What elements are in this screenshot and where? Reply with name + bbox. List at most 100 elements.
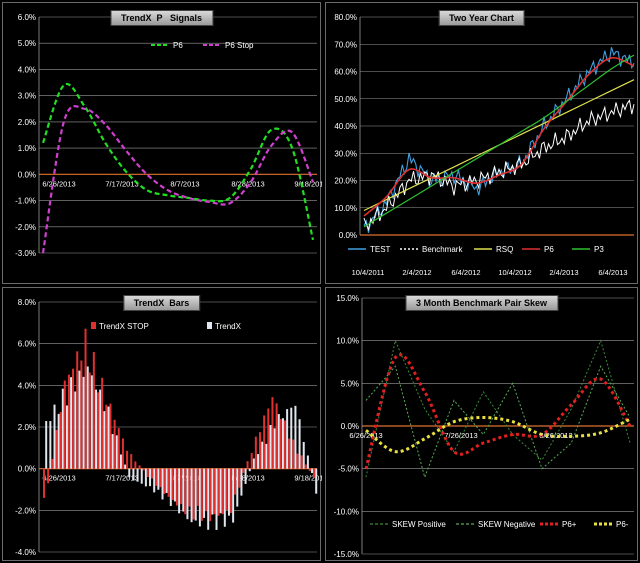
series-line-p6-plus	[364, 353, 632, 470]
chart-title: 3 Month Benchmark Pair Skew	[404, 295, 559, 311]
legend-label: RSQ	[496, 245, 513, 254]
bar-trendx-stop	[267, 408, 270, 469]
y-tick-label: 2.0%	[18, 118, 36, 127]
bar-trendx	[78, 370, 81, 469]
legend-label: P6+	[562, 520, 577, 529]
bar-trendx	[281, 418, 284, 469]
y-tick-label: 2.0%	[18, 423, 36, 432]
bar-trendx-stop	[217, 468, 220, 516]
bar-trendx-stop	[101, 377, 104, 469]
bar-trendx	[211, 468, 214, 515]
y-tick-label: -3.0%	[15, 249, 36, 258]
bar-trendx	[244, 468, 247, 484]
y-tick-label: 80.0%	[334, 13, 357, 22]
bar-trendx-stop	[250, 452, 253, 469]
series-line-benchmark	[363, 99, 635, 232]
series-line-p6	[363, 56, 635, 217]
legend-label: TrendX	[215, 322, 242, 331]
bar-trendx	[169, 468, 172, 507]
y-tick-label: 70.0%	[334, 40, 357, 49]
legend-label: Benchmark	[422, 245, 463, 254]
panel-trendx-p-signals: 6.0% 5.0% 4.0% 3.0% 2.0% 1.0% 0.0% -1.0% -2.0% -3…	[2, 2, 322, 284]
bar-trendx	[186, 468, 189, 520]
bar-trendx	[294, 405, 297, 469]
bar-trendx	[119, 454, 122, 469]
bar-trendx	[190, 468, 193, 523]
chart-two-year: 80.0% 70.0% 60.0% 50.0% 40.0% 30.0% 20.0% 10.0%…	[334, 13, 635, 277]
x-tick-label: 9/18/2013	[294, 179, 322, 188]
bar-trendx-stop	[200, 468, 203, 521]
chart-trendx-bars: 8.0% 6.0% 4.0% 2.0% 0.0% -2.0% -4.0% 6/26/2013 7…	[15, 298, 322, 557]
chart-trendx-p-signals: 6.0% 5.0% 4.0% 3.0% 2.0% 1.0% 0.0% -1.0% -2.0% -3…	[15, 13, 322, 258]
bar-trendx-stop	[242, 468, 245, 473]
x-tick-label: 8/28/2013	[231, 179, 264, 188]
bar-trendx-stop	[234, 468, 237, 495]
bar-trendx	[161, 468, 164, 500]
bar-trendx	[90, 375, 93, 469]
bar-trendx-stop	[171, 468, 174, 500]
bar-trendx-stop	[304, 464, 307, 469]
x-tick-label: 7/17/2013	[105, 179, 138, 188]
bar-trendx-stop	[59, 412, 62, 469]
bar-trendx-stop	[205, 468, 207, 512]
bar-trendx	[223, 468, 226, 527]
bar-trendx	[240, 468, 243, 496]
bar-trendx-stop	[92, 352, 95, 469]
y-tick-label: -4.0%	[15, 548, 36, 557]
bar-trendx-stop	[105, 404, 108, 469]
bar-trendx-stop	[288, 438, 291, 469]
bar-trendx-stop	[88, 372, 91, 469]
bar-trendx-stop	[163, 468, 166, 494]
y-tick-label: -2.0%	[15, 506, 36, 515]
bar-trendx-stop	[221, 468, 224, 515]
legend-label: P6 Stop	[225, 41, 254, 50]
x-tick-label: 6/4/2012	[451, 268, 480, 277]
bar-trendx	[149, 468, 152, 487]
x-tick-label: 8/28/2013	[231, 474, 264, 483]
bar-trendx-stop	[51, 458, 54, 469]
bar-trendx-stop	[76, 351, 79, 469]
bar-trendx	[236, 468, 239, 507]
bar-trendx	[315, 468, 318, 494]
y-tick-label: -2.0%	[15, 223, 36, 232]
bar-trendx-stop	[271, 397, 274, 469]
bar-trendx-stop	[296, 453, 299, 469]
x-tick-label: 6/26/2013	[42, 179, 75, 188]
x-tick-label: 6/26/2013	[42, 474, 75, 483]
bar-trendx	[178, 468, 181, 514]
y-tick-label: 10.0%	[336, 337, 359, 346]
bar-trendx	[132, 468, 135, 481]
bar-trendx-stop	[259, 432, 261, 469]
bar-trendx	[107, 406, 110, 469]
bar-trendx	[302, 441, 305, 469]
bar-trendx	[124, 464, 127, 469]
bar-trendx-stop	[63, 380, 66, 469]
x-tick-label: 2/4/2012	[402, 268, 431, 277]
bar-trendx-stop	[283, 420, 286, 469]
y-tick-label: 30.0%	[334, 149, 357, 158]
series-line-skew-negative	[365, 365, 631, 479]
bar-trendx-stop	[80, 360, 83, 469]
bar-trendx	[128, 468, 131, 478]
bar-trendx-stop	[138, 465, 141, 469]
bar-trendx	[65, 405, 68, 469]
bar-trendx-stop	[146, 468, 149, 477]
bar-trendx-stop	[72, 368, 75, 469]
panel-benchmark-pair-skew: 15.0% 10.0% 5.0% 0.0% -5.0% -10.0% -15.0% 6/26/…	[325, 287, 638, 561]
bar-trendx-stop	[188, 468, 191, 507]
y-tick-label: 8.0%	[18, 298, 36, 307]
bar-trendx	[103, 411, 106, 469]
bar-trendx	[182, 468, 185, 512]
bar-trendx-stop	[308, 468, 311, 472]
legend-label: SKEW Positive	[392, 520, 446, 529]
bar-trendx	[286, 409, 289, 469]
bar-trendx-stop	[246, 461, 249, 469]
bar-trendx-stop	[175, 468, 178, 506]
y-tick-label: 10.0%	[334, 204, 357, 213]
y-tick-label: 3.0%	[18, 92, 36, 101]
bar-trendx-stop	[142, 468, 145, 471]
bar-trendx	[82, 376, 85, 469]
bar-trendx	[144, 468, 147, 487]
y-tick-label: 60.0%	[334, 68, 357, 77]
chart-benchmark-pair-skew: 15.0% 10.0% 5.0% 0.0% -5.0% -10.0% -15.0% 6/26/…	[334, 294, 634, 559]
